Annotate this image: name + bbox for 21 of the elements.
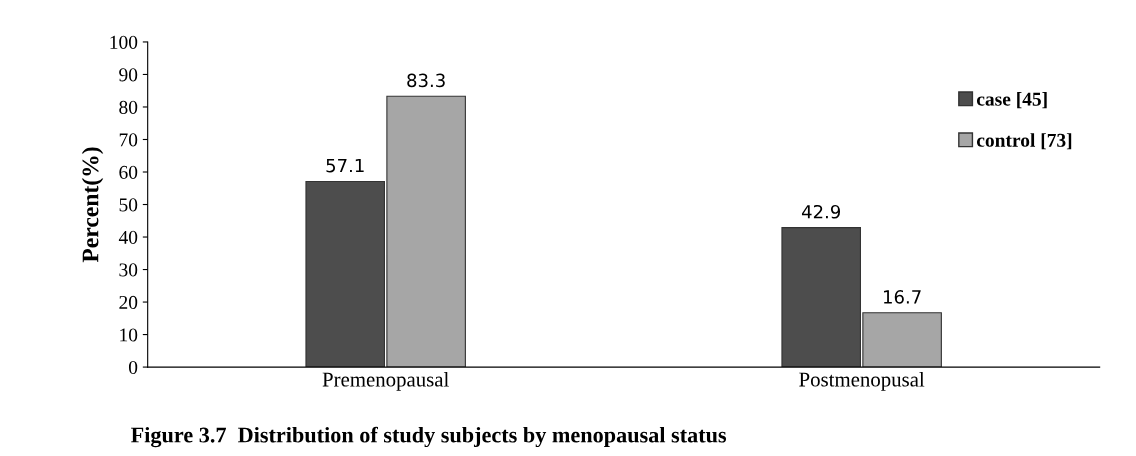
y-tick-label: 20 bbox=[119, 295, 138, 309]
y-tick-label: 70 bbox=[119, 133, 138, 147]
legend-label: case [45] bbox=[976, 92, 1047, 109]
y-axis-title: Percent(%) bbox=[81, 147, 104, 263]
data-label: 42.9 bbox=[801, 204, 841, 219]
y-tick-label: 90 bbox=[119, 68, 138, 82]
data-label: 83.3 bbox=[407, 73, 445, 88]
x-tick-label: Postmenopusal bbox=[799, 371, 925, 391]
data-label: 16.7 bbox=[884, 290, 921, 304]
y-tick-label: 10 bbox=[120, 328, 138, 342]
y-tick-label: 80 bbox=[119, 100, 138, 114]
data-label: 57.1 bbox=[326, 158, 364, 173]
y-tick-label: 30 bbox=[119, 263, 138, 277]
y-tick-label: 100 bbox=[110, 35, 138, 49]
text: Figure 3.7 Distribution of study subjects by menopausal status bbox=[131, 426, 727, 448]
y-tick-label: 60 bbox=[119, 165, 138, 179]
legend-label: control [73] bbox=[976, 133, 1072, 150]
y-tick-label: 0 bbox=[128, 360, 138, 375]
y-tick-label: 40 bbox=[118, 230, 138, 244]
y-tick-label: 50 bbox=[119, 198, 138, 212]
x-tick-label: Premenopausal bbox=[322, 371, 449, 391]
